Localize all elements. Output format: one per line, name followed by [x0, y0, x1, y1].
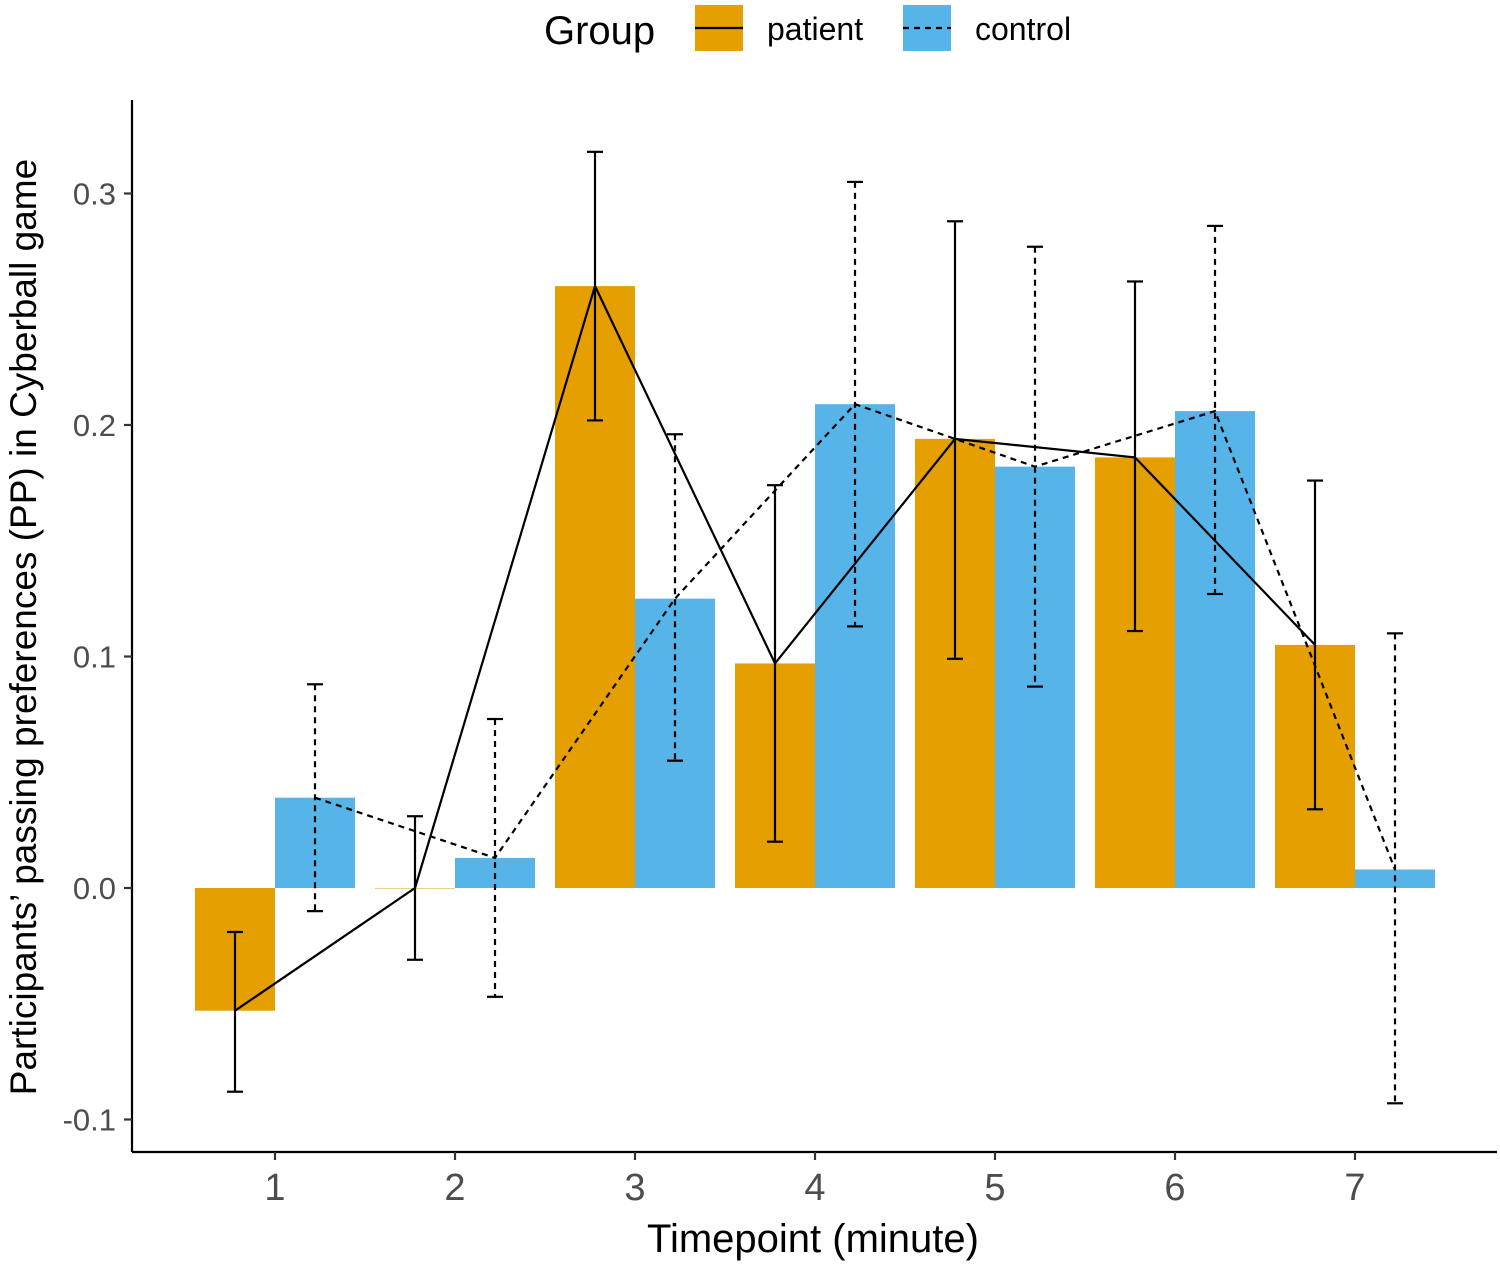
error-bar-control-2 [487, 717, 503, 998]
legend-entry-patient: patient [695, 5, 863, 51]
legend-entry-control: control [903, 5, 1071, 51]
error-bar-control-5 [1027, 245, 1043, 688]
x-tick-label: 7 [1344, 1167, 1365, 1209]
x-tick-label: 6 [1164, 1167, 1185, 1209]
x-tick-label: 1 [264, 1167, 285, 1209]
x-tick-label: 5 [984, 1167, 1005, 1209]
legend-title: Group [544, 9, 655, 53]
x-tick-label: 4 [804, 1167, 825, 1209]
x-tick-label: 2 [444, 1167, 465, 1209]
legend-label-control: control [975, 11, 1071, 47]
error-bar-patient-1 [227, 930, 243, 1093]
y-tick-label: 0.2 [73, 408, 116, 443]
bars [195, 286, 1435, 1011]
error-bar-patient-2 [407, 815, 423, 961]
legend-label-patient: patient [767, 11, 863, 47]
error-bar-control-4 [847, 180, 863, 628]
error-bar-control-3 [667, 433, 683, 762]
error-bar-control-7 [1387, 632, 1403, 1105]
error-bar-control-6 [1207, 224, 1223, 596]
y-tick-label: 0.3 [73, 177, 116, 212]
error-bars [227, 150, 1403, 1105]
y-tick-label: 0.0 [73, 871, 116, 906]
legend: Group patient control [544, 5, 1071, 53]
error-bar-patient-5 [947, 220, 963, 660]
error-bar-patient-4 [767, 484, 783, 843]
x-axis-title: Timepoint (minute) [647, 1217, 979, 1261]
error-bar-patient-7 [1307, 479, 1323, 811]
error-bar-control-1 [307, 683, 323, 913]
bar-control-4 [815, 404, 895, 888]
y-axis-title: Participants’ passing preferences (PP) i… [3, 159, 44, 1095]
error-bar-patient-3 [587, 150, 603, 422]
axes: -0.1 0.0 0.1 0.2 0.3 1 2 3 4 5 6 7 [63, 100, 1497, 1209]
x-tick-label: 3 [624, 1167, 645, 1209]
y-tick-label: 0.1 [73, 640, 116, 675]
y-tick-label: -0.1 [63, 1103, 116, 1138]
error-bar-patient-6 [1127, 280, 1143, 633]
